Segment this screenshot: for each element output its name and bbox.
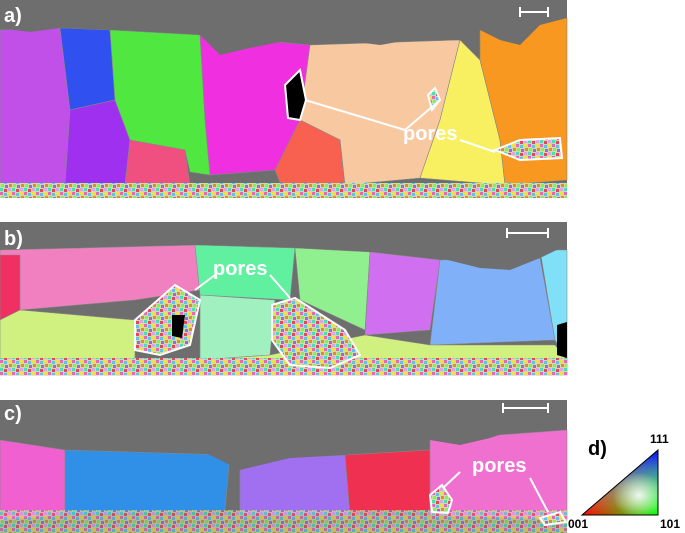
pores-label: pores: [213, 258, 267, 280]
arrow: [442, 471, 461, 489]
corner-label: 111: [650, 432, 669, 446]
grain: [580, 448, 659, 516]
arrow: [304, 99, 406, 131]
pore: [492, 136, 564, 162]
grain: [0, 510, 567, 533]
grain: [64, 449, 231, 516]
grain: [172, 315, 185, 338]
grain: [0, 222, 567, 270]
grain: [199, 294, 276, 361]
grain: [344, 449, 431, 516]
scale-bar: [519, 7, 549, 17]
grain: [0, 27, 71, 186]
ipf-legend: d) 111 001 101: [568, 432, 680, 531]
scale-bar: [506, 228, 549, 238]
scale-bar: [502, 403, 549, 413]
arrow: [459, 139, 496, 153]
grain: [429, 257, 556, 346]
pore: [428, 483, 454, 515]
corner-label: 101: [660, 517, 680, 531]
panel-label: a): [4, 5, 22, 27]
grain: [0, 400, 567, 470]
grain: [364, 251, 441, 336]
pores-label: pores: [472, 455, 526, 477]
pore: [283, 67, 308, 122]
grain: [557, 322, 567, 358]
grain: [0, 0, 567, 55]
arrow: [404, 99, 441, 131]
corner-label: 001: [568, 517, 588, 531]
grain: [294, 247, 371, 331]
pore: [134, 283, 202, 357]
grain: [0, 439, 66, 521]
panel-c: c) pores: [0, 400, 568, 533]
grain: [0, 254, 21, 321]
pore: [271, 296, 362, 370]
grain: [0, 358, 567, 375]
panel-label: c): [4, 403, 22, 425]
panel-b: b) pores: [0, 222, 568, 376]
grain: [59, 27, 116, 111]
arrow: [269, 274, 291, 299]
grain: [0, 183, 567, 198]
panel-a: a) pores: [0, 0, 568, 198]
pores-label: pores: [403, 123, 457, 145]
legend-label: d): [588, 438, 607, 460]
arrow: [529, 477, 549, 513]
pore: [538, 510, 568, 527]
panel-label: b): [4, 228, 23, 250]
arrow: [194, 274, 216, 291]
